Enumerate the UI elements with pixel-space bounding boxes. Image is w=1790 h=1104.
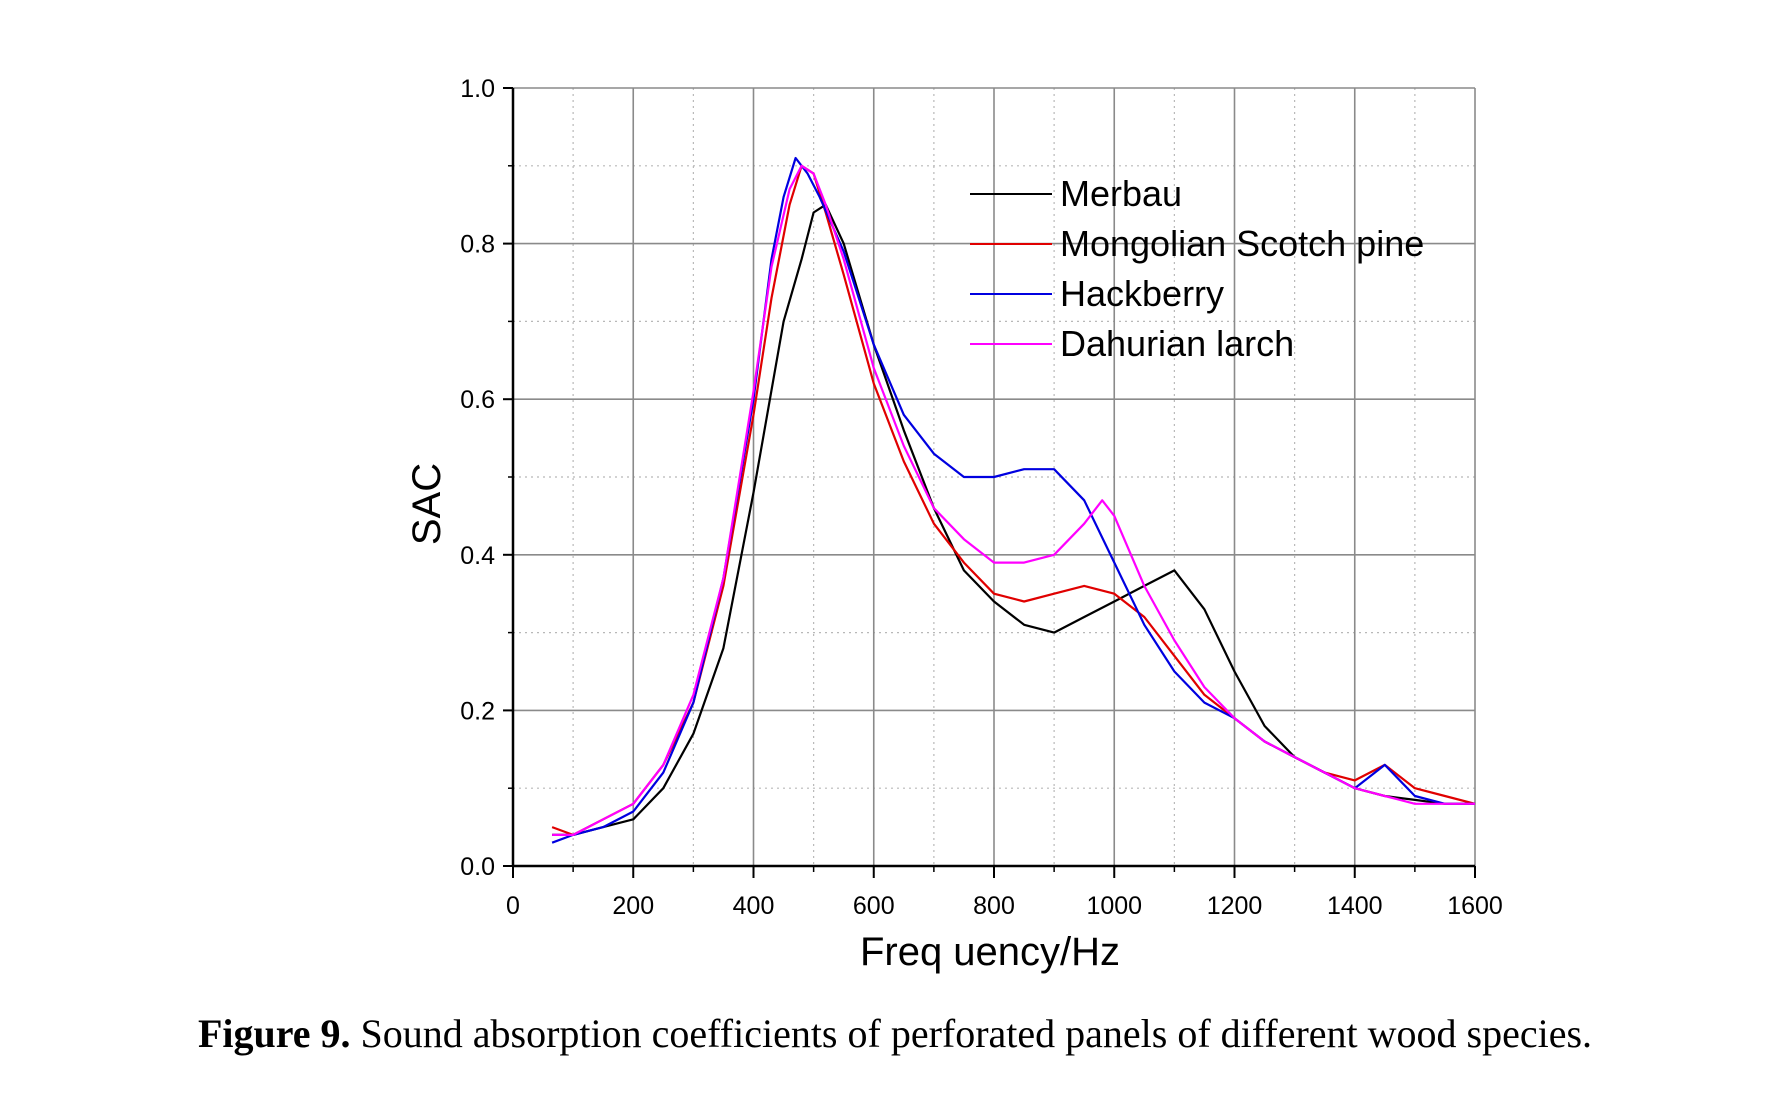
x-tick-label: 400 (733, 892, 775, 920)
x-tick-label: 1600 (1447, 892, 1503, 920)
x-tick-label: 1400 (1327, 892, 1383, 920)
legend: Merbau Mongolian Scotch pine Hackberry Dahu… (970, 173, 1424, 364)
y-tick-label: 0.6 (460, 386, 495, 414)
y-tick-label: 0.4 (460, 542, 495, 570)
chart-canvas: 0 200 400 600 800 1000 1200 1400 1600 0.0 0.2 0.4 0.… (405, 75, 1503, 974)
y-tick-label: 0.0 (460, 853, 495, 881)
y-tick-label: 0.2 (460, 697, 495, 725)
x-tick-label: 1200 (1207, 892, 1263, 920)
x-tick-label: 600 (853, 892, 895, 920)
x-axis-label: Freq uency/Hz (860, 930, 1120, 974)
series-line-1 (552, 203, 1475, 837)
y-tick-label: 1.0 (460, 75, 495, 103)
x-tick-label: 0 (506, 892, 520, 920)
x-tick-label: 200 (612, 892, 654, 920)
caption-label: Figure 9. (197, 1011, 351, 1056)
y-tick-label: 0.8 (460, 231, 495, 259)
legend-label: Hackberry (1060, 273, 1224, 314)
legend-label: Dahurian larch (1060, 323, 1294, 364)
y-axis-label: SAC (405, 463, 449, 545)
grid (513, 87, 1476, 866)
caption-text: Sound absorption coefficients of perfora… (360, 1011, 1593, 1056)
figure-caption: Figure 9. Sound absorption coefficients … (0, 1010, 1790, 1057)
x-tick-label: 1000 (1086, 892, 1142, 920)
series-line-4 (552, 164, 1475, 837)
series-lines (551, 156, 1476, 844)
legend-label: Mongolian Scotch pine (1060, 223, 1424, 264)
series-line-2 (551, 164, 1476, 837)
legend-label: Merbau (1060, 173, 1182, 214)
axes: 0 200 400 600 800 1000 1200 1400 1600 0.0 0.2 0.4 0.… (460, 75, 1503, 920)
x-tick-label: 800 (973, 892, 1015, 920)
